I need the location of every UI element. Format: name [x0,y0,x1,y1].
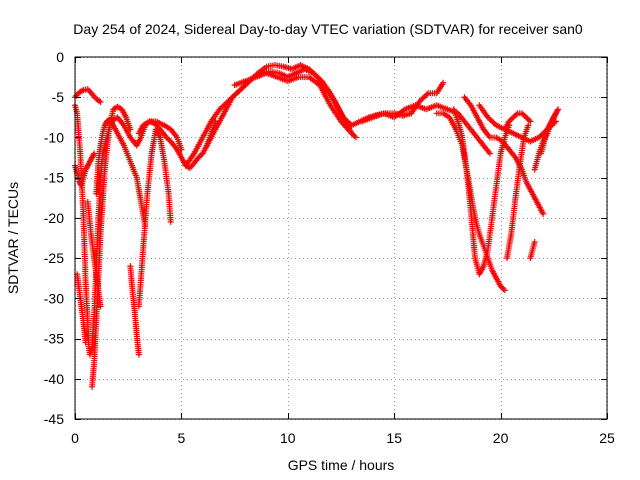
y-tick-label: 0 [56,49,64,65]
data-point-marker [554,107,561,114]
data-point-marker [352,134,359,141]
data-point-marker [531,239,538,246]
series-arc-2 [72,102,219,358]
x-tick-label: 15 [386,430,402,446]
data-point-marker [540,210,547,217]
data-point-marker [525,122,532,129]
data-point-marker [440,79,447,86]
x-tick-label: 5 [178,430,186,446]
x-tick-label: 20 [493,430,509,446]
series-arc-13 [231,70,355,137]
series-arc-10 [135,118,185,153]
y-tick-label: -40 [44,371,64,387]
data-point-marker [91,150,98,157]
x-tick-label: 10 [280,430,296,446]
series-arc-21 [501,110,534,133]
data-point-marker [90,151,97,158]
data-point-marker [97,303,104,310]
x-tick-labels: 0 5 10 15 20 25 [71,430,615,446]
plot-frame [74,56,608,420]
axis-ticks [75,57,608,420]
y-tick-label: -10 [44,129,64,145]
series-arc-17 [450,106,513,278]
y-tick-label: -5 [52,89,65,105]
y-tick-label: -45 [44,411,64,427]
y-tick-labels: 0 -5 -10 -15 -20 -25 -30 -35 -40 -45 [44,49,64,427]
series-arc-20 [503,122,532,262]
series-arc-9 [135,126,174,310]
y-tick-label: -35 [44,331,64,347]
series-arc-19 [476,102,559,145]
data-point-marker [178,146,185,153]
data-point-marker [486,150,493,157]
x-tick-label: 25 [599,430,615,446]
data-point-marker [501,287,508,294]
data-point-marker [348,130,355,137]
y-tick-label: -25 [44,250,64,266]
series-arc-15 [408,79,447,117]
y-tick-label: -15 [44,170,64,186]
y-axis-label: SDTVAR / TECUs [5,182,21,294]
series-arc-24 [538,106,562,157]
data-point-marker [97,99,104,106]
series-arc-18 [461,94,547,217]
x-axis-label: GPS time / hours [288,457,395,473]
series-arc-22 [527,239,538,262]
data-point-marker [127,126,134,133]
series-arc-8 [127,263,142,358]
chart-title: Day 254 of 2024, Sidereal Day-to-day VTE… [73,21,583,37]
data-point-marker [135,351,142,358]
y-tick-label: -20 [44,210,64,226]
x-tick-label: 0 [71,430,79,446]
y-tick-label: -30 [44,290,64,306]
series-arc-6 [84,198,104,310]
series-arc-3 [72,150,98,189]
data-point-marker [82,339,89,346]
series-arc-1 [72,86,104,106]
series-arc-11 [182,66,359,169]
data-point-marker [527,118,534,125]
data-point-marker [555,106,562,113]
data-points [72,62,562,390]
data-point-marker [167,218,174,225]
